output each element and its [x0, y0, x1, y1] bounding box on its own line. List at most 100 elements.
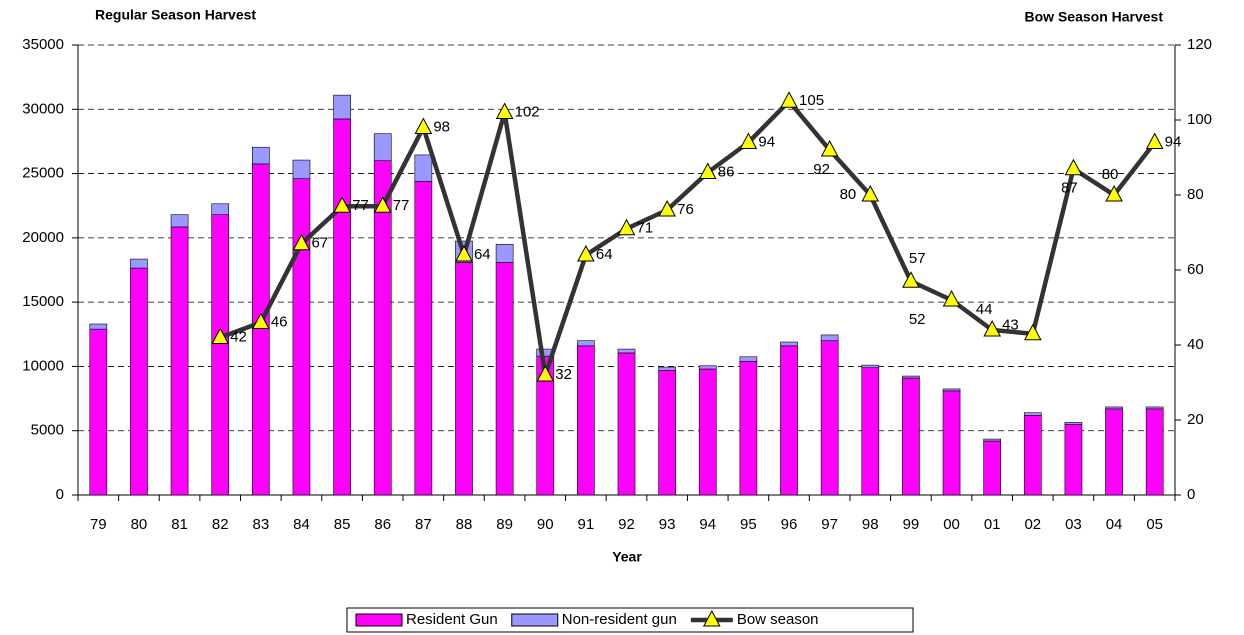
marker — [1105, 184, 1123, 202]
bar — [739, 360, 758, 496]
bar — [170, 214, 189, 228]
marker — [902, 271, 920, 288]
bar — [1023, 412, 1042, 416]
marker — [373, 196, 392, 213]
marker — [414, 117, 433, 134]
y2-tick-label: 40 — [1187, 336, 1204, 353]
bar — [780, 345, 798, 496]
bar — [1105, 406, 1123, 410]
marker — [739, 132, 758, 149]
bar — [414, 180, 433, 496]
marker — [211, 327, 230, 344]
data-label: 86 — [718, 163, 735, 180]
bar — [617, 348, 636, 354]
marker — [536, 364, 555, 382]
y2-tick-label: 60 — [1187, 261, 1204, 278]
bar — [130, 258, 148, 269]
data-label: 102 — [515, 103, 540, 120]
x-tick-label: 88 — [456, 516, 473, 533]
bar — [373, 133, 392, 162]
data-label: 87 — [1061, 180, 1078, 197]
y-tick-label: 35000 — [22, 36, 64, 53]
marker — [617, 218, 636, 236]
marker — [698, 162, 717, 179]
bar — [739, 356, 758, 362]
bar — [902, 377, 920, 496]
marker — [495, 102, 514, 119]
data-label: 43 — [1002, 317, 1019, 334]
bar — [577, 340, 595, 347]
bar — [414, 154, 433, 182]
bar — [252, 163, 270, 496]
bar — [861, 364, 880, 369]
marker — [861, 184, 880, 202]
bar — [292, 178, 311, 496]
marker — [1145, 132, 1164, 149]
legend-swatch — [511, 613, 559, 627]
y2-tick-label: 20 — [1187, 411, 1204, 428]
bar — [698, 365, 717, 370]
x-tick-label: 96 — [781, 516, 798, 533]
bar — [211, 214, 230, 496]
bar — [495, 243, 514, 263]
y-tick-label: 10000 — [22, 357, 64, 374]
x-tick-label: 04 — [1106, 516, 1123, 533]
x-tick-label: 99 — [903, 516, 920, 533]
x-tick-label: 80 — [131, 516, 148, 533]
data-label: 80 — [840, 186, 857, 203]
bar — [658, 369, 676, 496]
x-tick-label: 79 — [90, 516, 107, 533]
data-label: 77 — [352, 197, 369, 214]
data-label: 92 — [813, 161, 830, 178]
bar — [942, 388, 961, 392]
y-tick-label: 5000 — [31, 422, 64, 439]
x-tick-label: 03 — [1065, 516, 1082, 533]
marker — [780, 91, 798, 108]
data-label: 76 — [677, 201, 694, 218]
y-tick-label: 15000 — [22, 293, 64, 310]
data-label: 42 — [230, 328, 247, 345]
x-tick-label: 82 — [212, 516, 229, 533]
x-tick-label: 86 — [374, 516, 391, 533]
bar — [577, 345, 595, 496]
legend-label: Resident Gun — [406, 611, 498, 628]
bar — [89, 323, 108, 330]
marker — [1023, 323, 1042, 341]
y-tick-label: 30000 — [22, 100, 64, 117]
x-tick-label: 05 — [1146, 516, 1163, 533]
marker — [455, 244, 473, 262]
line — [219, 99, 1157, 378]
data-label: 94 — [1165, 133, 1182, 150]
data-label: 80 — [1102, 166, 1119, 183]
marker — [983, 319, 1002, 337]
bar — [698, 368, 717, 496]
legend-label: Non-resident gun — [562, 611, 677, 628]
x-tick-label: 84 — [293, 516, 310, 533]
y2-tick-label: 0 — [1187, 486, 1195, 503]
legend-swatch — [702, 609, 721, 627]
marker — [333, 196, 351, 213]
marker — [577, 244, 595, 262]
y2-tick-label: 120 — [1187, 36, 1212, 53]
x-tick-label: 95 — [740, 516, 757, 533]
data-label: 98 — [433, 118, 450, 135]
bar — [983, 440, 1001, 496]
bar — [333, 118, 351, 496]
y-tick-label: 0 — [56, 486, 64, 503]
bar — [1064, 422, 1083, 425]
bar — [1145, 406, 1164, 410]
data-label: 44 — [976, 301, 993, 318]
bar — [130, 267, 148, 496]
data-label: 77 — [393, 197, 410, 214]
bar — [292, 159, 311, 180]
x-tick-label: 93 — [659, 516, 676, 533]
x-tick-label: 01 — [984, 516, 1001, 533]
data-label: 52 — [909, 311, 926, 328]
y2-tick-label: 100 — [1187, 111, 1212, 128]
x-tick-label: 83 — [252, 516, 269, 533]
x-tick-label: 94 — [699, 516, 716, 533]
data-label: 32 — [555, 366, 572, 383]
legend-label: Bow season — [737, 611, 819, 628]
bar — [983, 438, 1001, 442]
